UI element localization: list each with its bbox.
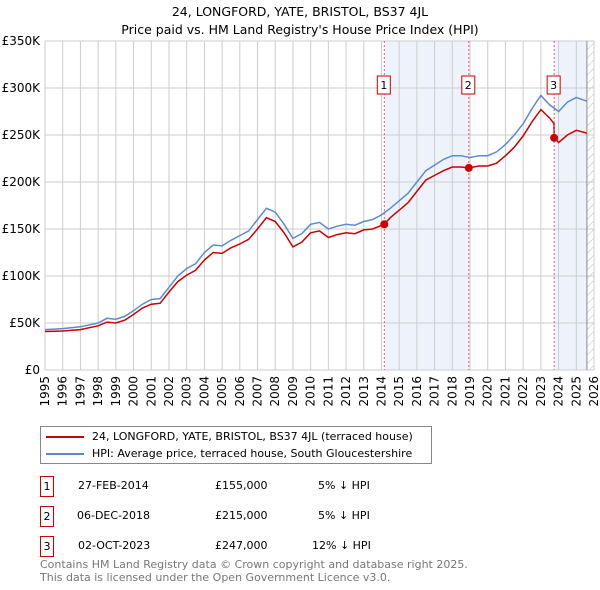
x-tick-label: 2015: [392, 376, 406, 407]
y-tick-label: £300K: [2, 81, 42, 95]
sale-price: £155,000: [215, 479, 268, 492]
x-tick-label: 2023: [534, 376, 548, 407]
sale-point: [380, 220, 389, 229]
hpi-line: [44, 94, 588, 331]
x-tick-label: 2016: [410, 376, 424, 407]
x-tick-label: 2018: [445, 376, 459, 407]
sale-label-box: [376, 75, 391, 95]
sale-label-box: [461, 75, 476, 95]
legend-item-hpi: HPI: Average price, terraced house, Sout…: [41, 445, 431, 462]
x-tick-label: 2011: [321, 376, 335, 407]
sale-date: 27-FEB-2014: [78, 479, 149, 492]
sale-hpi-diff: 5% ↓ HPI: [318, 479, 370, 492]
x-tick-label: 1997: [73, 376, 87, 407]
x-tick-label: 2002: [162, 376, 176, 407]
red-line-swatch: [46, 435, 84, 438]
sale-label: 1: [380, 79, 387, 92]
sale-price: £247,000: [215, 539, 268, 552]
x-tick-label: 2024: [552, 376, 566, 407]
footer-line: This data is licensed under the Open Gov…: [40, 571, 391, 584]
sale-number-badge: 2: [40, 506, 54, 527]
legend-label: HPI: Average price, terraced house, Sout…: [92, 447, 413, 460]
sale-number-badge: 1: [40, 476, 54, 497]
y-tick-label: £50K: [9, 316, 41, 330]
x-tick-label: 2006: [233, 376, 247, 407]
x-tick-label: 2001: [144, 376, 158, 407]
x-tick-label: 2014: [374, 376, 388, 407]
sale-label-box: [546, 75, 561, 95]
footer-line: Contains HM Land Registry data © Crown c…: [40, 558, 468, 571]
x-tick-label: 2017: [428, 376, 442, 407]
x-tick-label: 2000: [127, 376, 141, 407]
shaded-span: [384, 41, 469, 370]
x-tick-label: 2007: [251, 376, 265, 407]
sale-label: 2: [465, 79, 472, 92]
x-tick-label: 2008: [268, 376, 282, 407]
y-tick-label: £100K: [2, 269, 42, 283]
x-tick-label: 1998: [91, 376, 105, 407]
shaded-span: [554, 41, 587, 370]
x-tick-label: 2009: [286, 376, 300, 407]
y-tick-label: £250K: [2, 128, 42, 142]
x-tick-label: 2021: [498, 376, 512, 407]
y-tick-label: £200K: [2, 175, 42, 189]
sale-date: 06-DEC-2018: [77, 509, 151, 522]
sale-number-badge: 3: [40, 536, 54, 557]
x-tick-label: 2026: [587, 376, 600, 407]
legend-label: 24, LONGFORD, YATE, BRISTOL, BS37 4JL (t…: [92, 430, 413, 443]
x-tick-label: 2020: [481, 376, 495, 407]
sale-label: 3: [550, 79, 557, 92]
sale-row: 3 02-OCT-2023 £247,000 12% ↓ HPI: [40, 536, 580, 557]
footer: Contains HM Land Registry data © Crown c…: [40, 558, 590, 584]
x-tick-label: 2019: [463, 376, 477, 407]
x-tick-label: 2010: [304, 376, 318, 407]
y-tick-label: £350K: [2, 34, 42, 48]
x-tick-label: 2012: [339, 376, 353, 407]
sale-point: [550, 133, 559, 142]
y-tick-label: £0: [25, 363, 40, 377]
y-tick-label: £150K: [2, 222, 42, 236]
x-tick-label: 2013: [357, 376, 371, 407]
sale-point: [464, 163, 473, 172]
x-tick-label: 2022: [516, 376, 530, 407]
sale-row: 2 06-DEC-2018 £215,000 5% ↓ HPI: [40, 506, 580, 527]
x-tick-label: 2005: [215, 376, 229, 407]
chart-subtitle: Price paid vs. HM Land Registry's House …: [121, 22, 479, 37]
blue-line-swatch: [46, 452, 84, 455]
x-tick-label: 2025: [569, 376, 583, 407]
property-price-line: [44, 108, 588, 333]
sale-price: £215,000: [215, 509, 268, 522]
chart-title: 24, LONGFORD, YATE, BRISTOL, BS37 4JL: [171, 4, 429, 19]
legend-item-property: 24, LONGFORD, YATE, BRISTOL, BS37 4JL (t…: [41, 428, 431, 445]
sale-hpi-diff: 5% ↓ HPI: [318, 509, 370, 522]
x-tick-label: 1995: [38, 376, 52, 407]
sale-row: 1 27-FEB-2014 £155,000 5% ↓ HPI: [40, 476, 580, 497]
sale-hpi-diff: 12% ↓ HPI: [312, 539, 371, 552]
x-tick-label: 1999: [109, 376, 123, 407]
legend: 24, LONGFORD, YATE, BRISTOL, BS37 4JL (t…: [40, 426, 432, 464]
x-tick-label: 2003: [180, 376, 194, 407]
x-tick-label: 2004: [197, 376, 211, 407]
x-tick-label: 1996: [56, 376, 70, 407]
future-hatch: [586, 41, 594, 370]
sale-date: 02-OCT-2023: [78, 539, 151, 552]
